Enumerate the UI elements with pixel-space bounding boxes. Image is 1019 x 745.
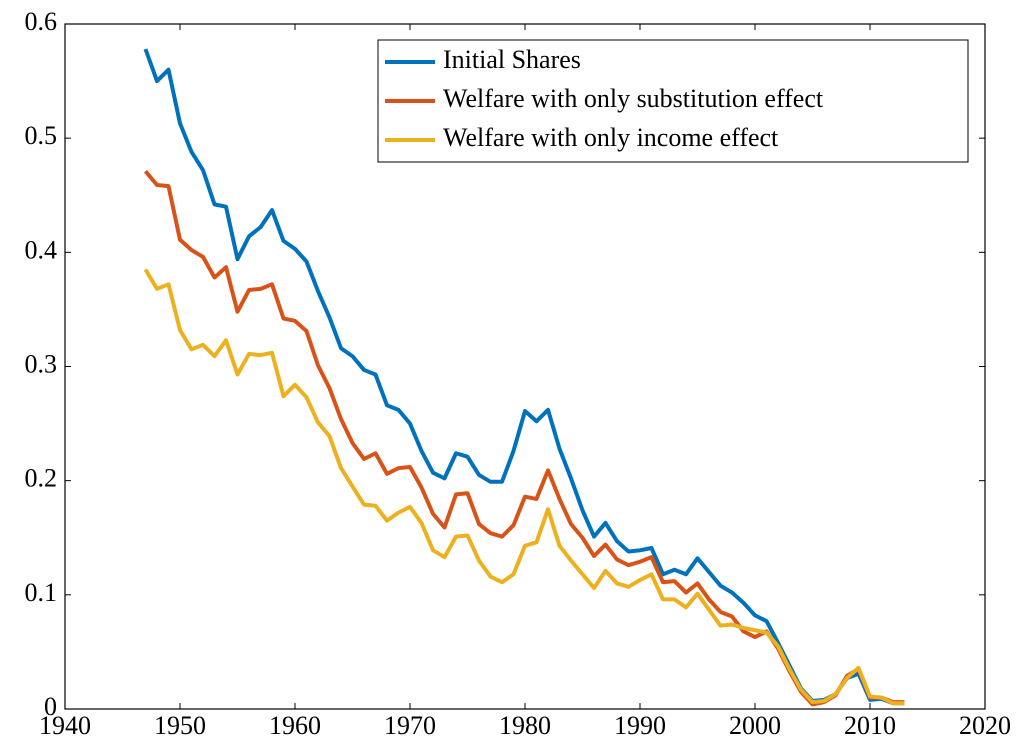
legend-label: Welfare with only income effect — [443, 123, 779, 152]
series-line — [143, 169, 905, 707]
y-tick-label: 0 — [44, 692, 57, 721]
legend-box — [377, 39, 969, 163]
series-line — [143, 48, 905, 706]
y-tick-label: 0.1 — [25, 578, 58, 607]
x-tick-label: 1940 — [39, 711, 91, 740]
y-tick-label: 0.6 — [25, 7, 58, 36]
x-tick-label: 1980 — [499, 711, 551, 740]
y-tick-label: 0.3 — [25, 349, 58, 378]
y-tick-label: 0.2 — [25, 464, 58, 493]
x-tick-label: 2020 — [959, 711, 1011, 740]
x-tick-label: 1990 — [614, 711, 666, 740]
y-tick-label: 0.5 — [25, 121, 58, 150]
series-line — [143, 268, 905, 706]
x-tick-label: 2000 — [729, 711, 781, 740]
y-tick-label: 0.4 — [25, 235, 58, 264]
legend-label: Initial Shares — [443, 45, 581, 74]
x-tick-label: 1970 — [384, 711, 436, 740]
legend-label: Welfare with only substitution effect — [443, 84, 824, 113]
x-tick-label: 2010 — [844, 711, 896, 740]
x-tick-label: 1960 — [269, 711, 321, 740]
x-tick-label: 1950 — [154, 711, 206, 740]
